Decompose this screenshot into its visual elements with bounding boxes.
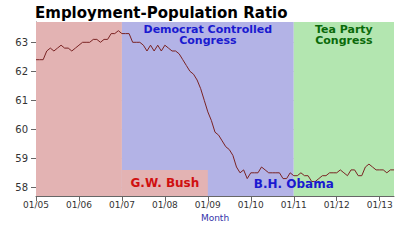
- svg-text:01/12: 01/12: [324, 200, 350, 210]
- svg-text:01/06: 01/06: [66, 200, 92, 210]
- svg-text:01/11: 01/11: [281, 200, 307, 210]
- svg-text:01/13: 01/13: [367, 200, 393, 210]
- svg-text:G.W. Bush: G.W. Bush: [130, 176, 199, 190]
- svg-text:63: 63: [15, 37, 28, 48]
- svg-text:B.H. Obama: B.H. Obama: [254, 177, 334, 191]
- svg-text:Congress: Congress: [315, 34, 373, 47]
- svg-text:60: 60: [15, 124, 28, 135]
- svg-text:Congress: Congress: [179, 34, 237, 47]
- svg-text:58: 58: [15, 182, 28, 193]
- svg-text:01/08: 01/08: [152, 200, 178, 210]
- svg-text:01/09: 01/09: [195, 200, 221, 210]
- svg-text:Democrat Controlled: Democrat Controlled: [143, 23, 273, 36]
- svg-text:Employment-Population Ratio: Employment-Population Ratio: [35, 4, 288, 22]
- svg-text:61: 61: [15, 95, 28, 106]
- svg-text:01/10: 01/10: [238, 200, 264, 210]
- svg-text:59: 59: [15, 153, 28, 164]
- svg-text:01/05: 01/05: [23, 200, 49, 210]
- svg-text:Tea Party: Tea Party: [315, 23, 373, 36]
- svg-text:01/07: 01/07: [109, 200, 135, 210]
- svg-text:Month: Month: [201, 213, 229, 223]
- svg-text:62: 62: [15, 66, 28, 77]
